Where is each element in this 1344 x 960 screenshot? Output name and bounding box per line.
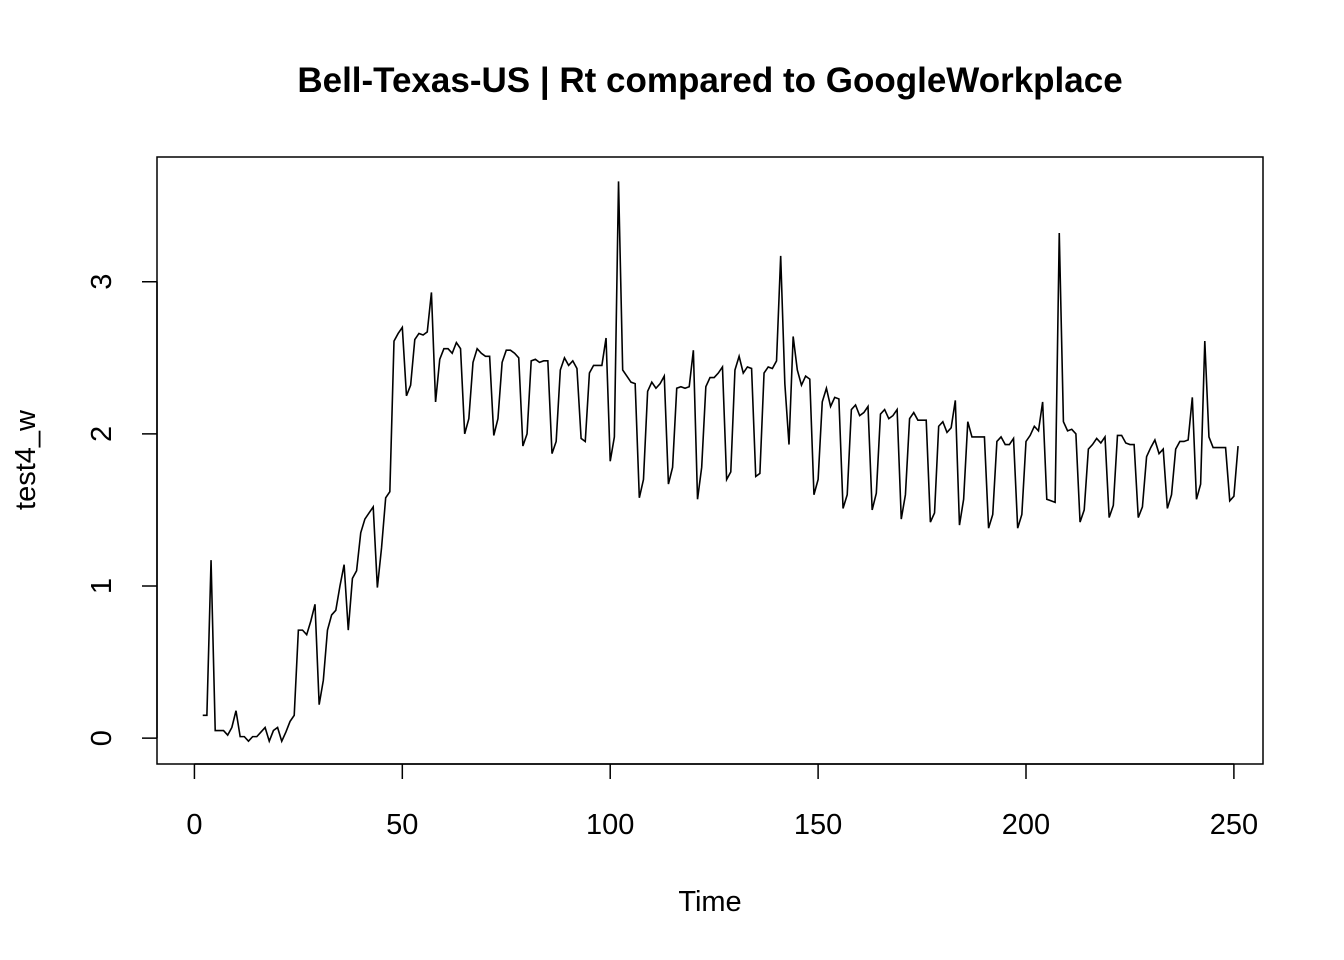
chart-title: Bell-Texas-US | Rt compared to GoogleWor… bbox=[297, 61, 1122, 100]
x-axis-label: Time bbox=[678, 886, 741, 918]
x-tick-label: 200 bbox=[1002, 809, 1050, 841]
y-tick-label: 1 bbox=[86, 578, 118, 594]
x-tick-label: 50 bbox=[386, 809, 418, 841]
y-tick-label: 3 bbox=[86, 274, 118, 290]
x-axis: 0 50 100 150 200 250 bbox=[186, 763, 1258, 841]
y-axis-label: test4_w bbox=[10, 409, 42, 510]
y-tick-label: 2 bbox=[86, 426, 118, 442]
x-tick-label: 0 bbox=[186, 809, 202, 841]
y-axis: 0 1 2 3 bbox=[86, 274, 158, 746]
series-layer bbox=[202, 181, 1239, 744]
x-tick-label: 100 bbox=[586, 809, 634, 841]
series-line bbox=[202, 181, 1239, 744]
y-tick-label: 0 bbox=[86, 730, 118, 746]
plot-frame bbox=[156, 156, 1264, 765]
x-tick-label: 250 bbox=[1210, 809, 1258, 841]
x-tick-label: 150 bbox=[794, 809, 842, 841]
